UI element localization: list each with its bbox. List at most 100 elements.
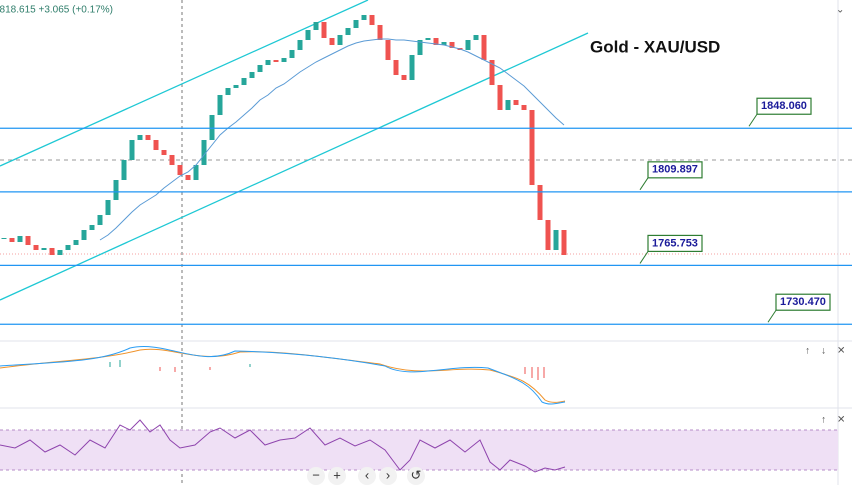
level-label: 1809.897 — [652, 164, 698, 176]
candle — [489, 60, 495, 85]
candle — [185, 175, 191, 180]
svg-text:⌄: ⌄ — [836, 5, 844, 16]
level-label-box — [647, 234, 703, 253]
candle — [137, 135, 143, 140]
candle — [537, 185, 543, 220]
moving-average — [99, 38, 565, 241]
candle — [553, 230, 559, 250]
candle — [33, 245, 39, 250]
candle — [65, 245, 71, 250]
macd-histogram — [159, 367, 545, 380]
candle — [177, 165, 183, 175]
level-label-box — [756, 97, 812, 115]
candle — [393, 60, 399, 75]
svg-text:‹: ‹ — [365, 467, 369, 482]
svg-text:›: › — [386, 467, 390, 482]
candle — [529, 110, 535, 185]
candle — [481, 35, 487, 60]
candle — [321, 22, 327, 38]
candle — [273, 60, 279, 62]
candle — [49, 248, 55, 255]
candle — [89, 225, 95, 230]
candle — [385, 40, 391, 60]
candle — [249, 72, 255, 78]
candle — [345, 28, 351, 35]
candle — [441, 42, 447, 45]
macd-line — [0, 346, 566, 405]
candle — [497, 85, 503, 110]
candle — [169, 155, 175, 165]
price-header: 1818.615 +3.065 (+0.17%) — [0, 5, 113, 16]
candle — [73, 240, 79, 245]
level-label: 1730.470 — [780, 296, 826, 308]
level-label: 1848.060 — [761, 100, 807, 112]
candle — [1, 238, 7, 239]
candle — [81, 230, 87, 240]
candle — [161, 150, 167, 155]
svg-text:✕: ✕ — [837, 346, 845, 357]
svg-text:−: − — [312, 467, 320, 482]
level-label-box — [647, 161, 703, 179]
candle — [233, 85, 239, 88]
candle — [105, 200, 111, 215]
candle — [449, 42, 455, 48]
candle — [41, 248, 47, 250]
candle — [417, 40, 423, 55]
candle — [17, 236, 23, 242]
candle — [121, 160, 127, 180]
candle — [313, 22, 319, 30]
candle — [281, 58, 287, 62]
candle — [561, 230, 567, 255]
level-callout — [748, 113, 758, 127]
candle — [505, 100, 511, 110]
svg-text:↺: ↺ — [411, 467, 422, 482]
candle — [153, 140, 159, 150]
svg-text:↑: ↑ — [821, 415, 826, 426]
candle — [297, 40, 303, 50]
candle — [425, 38, 431, 40]
candle — [329, 38, 335, 45]
rsi-band — [0, 430, 838, 470]
candle — [193, 165, 199, 180]
pane-buttons[interactable]: ⌄ ↑ ↓ ✕ ↑ ✕ — [805, 5, 845, 426]
candle — [257, 65, 263, 72]
svg-text:↑: ↑ — [805, 346, 810, 357]
candle — [9, 238, 15, 242]
candle — [409, 55, 415, 80]
svg-text:✕: ✕ — [837, 415, 845, 426]
candle — [209, 115, 215, 140]
candle — [473, 35, 479, 40]
candle — [57, 250, 63, 255]
candle — [353, 20, 359, 28]
candle — [97, 215, 103, 225]
level-callout — [767, 309, 777, 323]
level-callout — [639, 177, 649, 191]
candle — [361, 15, 367, 20]
candle — [465, 40, 471, 50]
candle — [225, 88, 231, 95]
candle — [289, 50, 295, 58]
candle — [401, 75, 407, 80]
level-callout — [639, 251, 649, 264]
zoom-toolbar[interactable]: − + ‹ › ↺ — [307, 467, 425, 485]
level-label: 1765.753 — [652, 237, 698, 249]
channel-line — [0, 0, 369, 167]
candle — [305, 30, 311, 40]
level-label-box — [775, 293, 831, 311]
candle — [25, 236, 31, 245]
macd-histogram — [109, 360, 251, 367]
candle — [265, 60, 271, 65]
svg-text:↓: ↓ — [821, 346, 826, 357]
rsi-line — [0, 419, 566, 473]
svg-text:+: + — [333, 467, 341, 482]
candle — [545, 220, 551, 250]
candle — [113, 180, 119, 200]
candle — [521, 105, 527, 110]
candle — [433, 38, 439, 45]
candle — [201, 140, 207, 165]
chart-title: Gold - XAU/USD — [590, 37, 720, 56]
candle — [369, 15, 375, 25]
candle — [145, 135, 151, 140]
